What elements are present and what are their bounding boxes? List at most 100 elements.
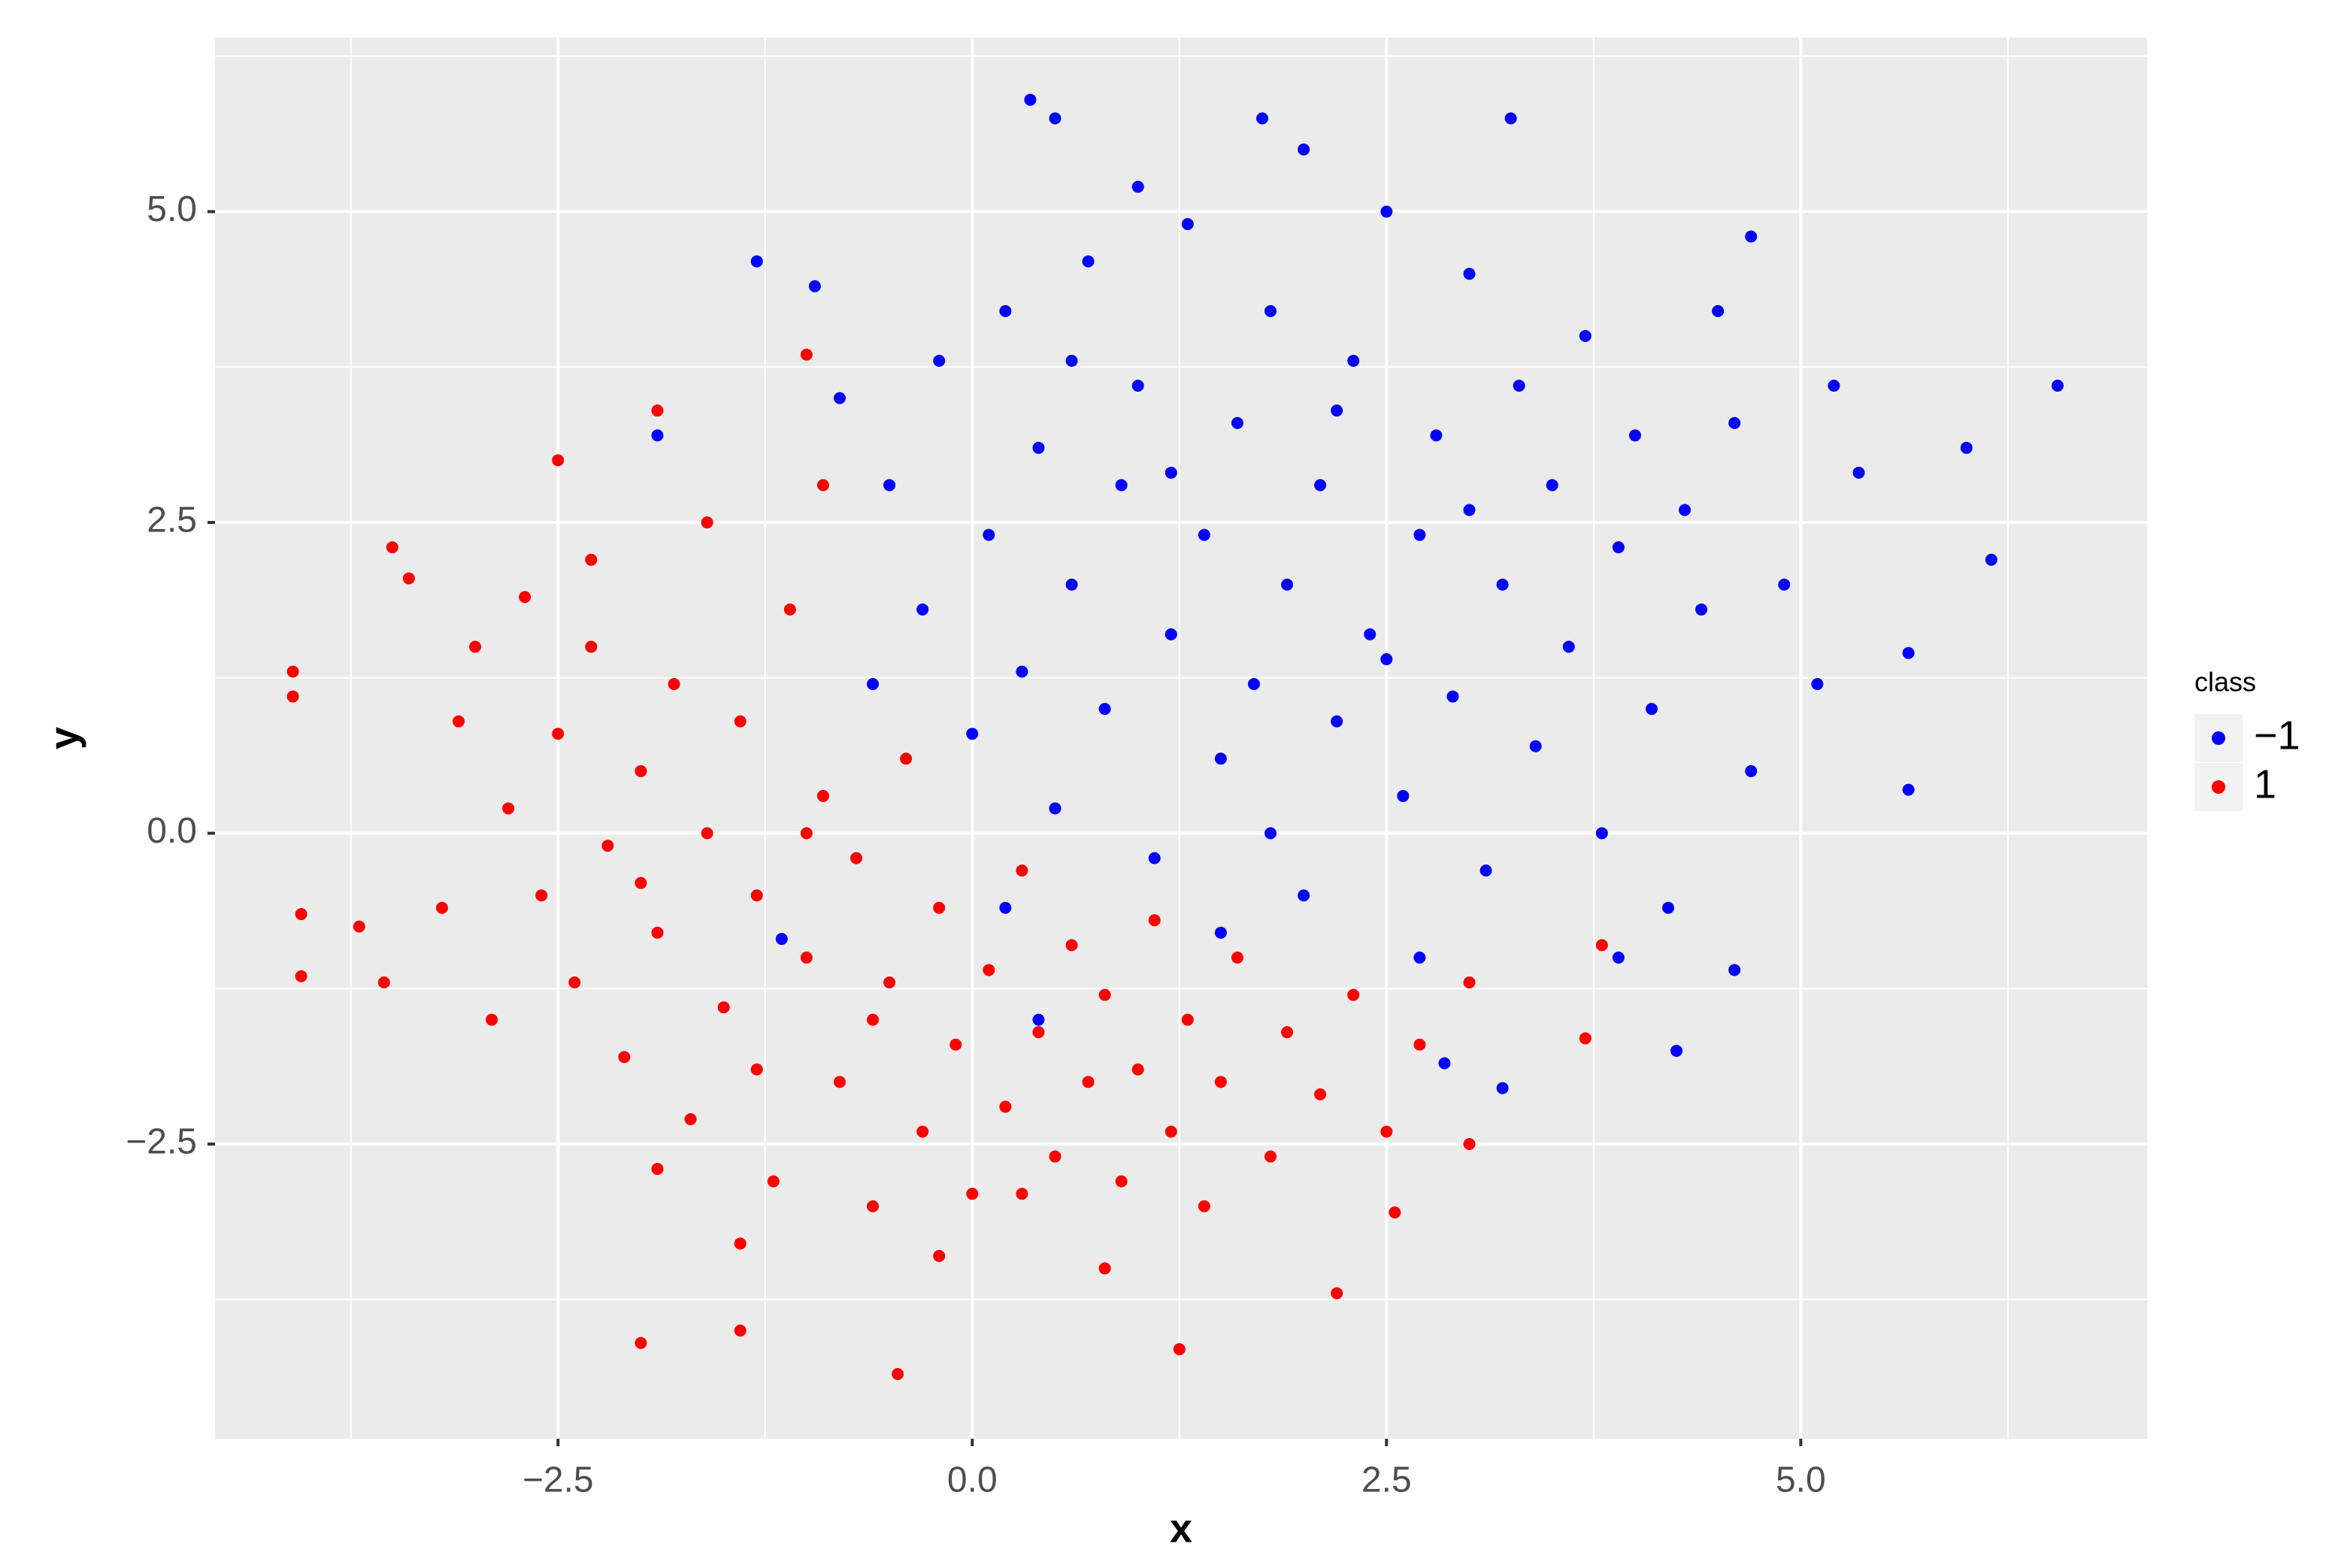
point bbox=[833, 392, 846, 404]
point bbox=[1264, 304, 1277, 317]
point bbox=[1745, 764, 1758, 777]
y-tick-label: −2.5 bbox=[126, 1122, 197, 1162]
point bbox=[1264, 1150, 1277, 1163]
point bbox=[1413, 528, 1426, 541]
point bbox=[966, 1188, 979, 1200]
point bbox=[1173, 1342, 1186, 1355]
point bbox=[1214, 1076, 1227, 1088]
point bbox=[1612, 951, 1625, 964]
point bbox=[1902, 646, 1915, 659]
point bbox=[684, 1112, 697, 1125]
point bbox=[1811, 678, 1824, 691]
point bbox=[1331, 715, 1343, 728]
legend: class −11 bbox=[2194, 667, 2300, 811]
point bbox=[1985, 553, 1997, 566]
point bbox=[1082, 255, 1095, 268]
point bbox=[1852, 466, 1865, 479]
legend-label: −1 bbox=[2254, 713, 2300, 758]
point bbox=[750, 255, 763, 268]
point bbox=[1380, 652, 1393, 665]
point bbox=[883, 479, 896, 492]
point bbox=[1712, 304, 1725, 317]
point bbox=[867, 1200, 880, 1212]
point bbox=[1115, 1175, 1128, 1188]
point bbox=[1728, 964, 1741, 976]
point bbox=[1314, 1088, 1327, 1100]
point bbox=[1214, 752, 1227, 765]
point bbox=[933, 901, 946, 914]
point bbox=[1115, 479, 1128, 492]
point bbox=[1579, 1032, 1592, 1045]
point bbox=[635, 764, 647, 777]
x-tick-label: 5.0 bbox=[1776, 1461, 1826, 1500]
point bbox=[568, 976, 581, 989]
point bbox=[635, 1336, 647, 1349]
point bbox=[1463, 504, 1476, 516]
point bbox=[585, 553, 598, 566]
point bbox=[701, 827, 713, 840]
point bbox=[1098, 1262, 1111, 1275]
point bbox=[1347, 988, 1360, 1001]
point bbox=[1049, 802, 1062, 815]
point bbox=[1446, 690, 1459, 703]
point bbox=[1198, 1200, 1210, 1212]
point bbox=[1181, 1013, 1194, 1026]
point bbox=[983, 528, 995, 541]
point bbox=[750, 889, 763, 902]
point bbox=[1024, 93, 1037, 106]
point bbox=[1389, 1206, 1401, 1218]
point bbox=[1546, 479, 1558, 492]
point bbox=[469, 640, 482, 653]
point bbox=[1380, 1125, 1393, 1138]
point bbox=[999, 1100, 1012, 1113]
point bbox=[1165, 1125, 1177, 1138]
point bbox=[1049, 1150, 1062, 1163]
point bbox=[353, 920, 365, 933]
point bbox=[1413, 1038, 1426, 1051]
point bbox=[502, 802, 515, 815]
point bbox=[535, 889, 548, 902]
point bbox=[1231, 951, 1243, 964]
point bbox=[1463, 976, 1476, 989]
point bbox=[1082, 1076, 1095, 1088]
point bbox=[1131, 380, 1144, 392]
point bbox=[651, 429, 664, 442]
legend-label: 1 bbox=[2254, 761, 2276, 807]
point bbox=[867, 1013, 880, 1026]
legend-marker bbox=[2212, 780, 2225, 794]
point bbox=[1165, 466, 1177, 479]
point bbox=[833, 1076, 846, 1088]
point bbox=[1281, 578, 1294, 591]
point bbox=[983, 964, 995, 976]
point bbox=[1281, 1026, 1294, 1039]
point bbox=[386, 541, 398, 554]
point bbox=[1645, 703, 1658, 716]
point bbox=[1264, 827, 1277, 840]
point bbox=[1496, 578, 1509, 591]
point bbox=[949, 1038, 962, 1051]
point bbox=[883, 976, 896, 989]
point bbox=[601, 840, 614, 852]
point bbox=[1513, 380, 1525, 392]
point bbox=[286, 690, 299, 703]
point bbox=[800, 827, 813, 840]
point bbox=[552, 728, 565, 740]
point bbox=[1529, 740, 1542, 752]
point bbox=[1496, 1082, 1509, 1094]
point bbox=[1314, 479, 1327, 492]
axes: −2.5 0.0 2.5 5.0 −2.5 0.0 2.5 5.0 bbox=[126, 189, 1825, 1500]
points bbox=[286, 93, 2064, 1380]
point bbox=[1331, 404, 1343, 417]
point bbox=[1679, 504, 1691, 516]
point bbox=[1198, 528, 1210, 541]
point bbox=[1745, 230, 1758, 243]
point bbox=[1463, 268, 1476, 280]
point bbox=[1695, 603, 1708, 616]
point bbox=[1065, 939, 1078, 952]
point bbox=[900, 752, 913, 765]
point bbox=[1298, 889, 1310, 902]
point bbox=[850, 852, 862, 864]
point bbox=[775, 933, 788, 946]
point bbox=[1231, 416, 1243, 429]
